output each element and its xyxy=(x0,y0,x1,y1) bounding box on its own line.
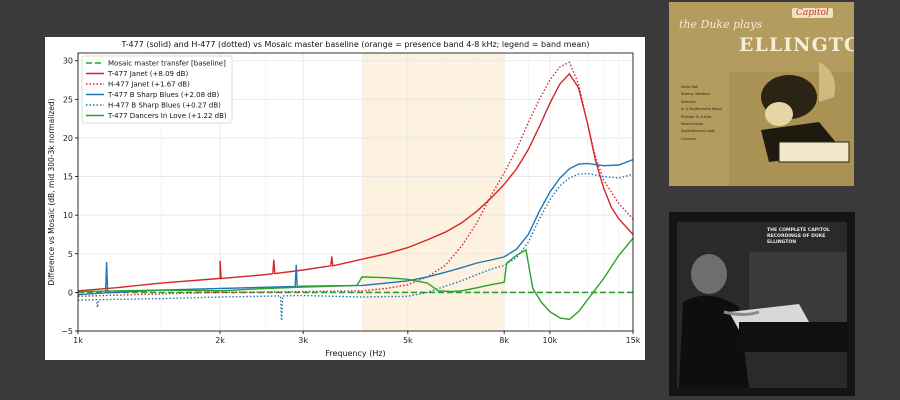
x-tick-label: 3k xyxy=(298,336,308,345)
series-line xyxy=(77,172,634,321)
cover-2-photo xyxy=(669,212,855,396)
cover-1-track-list: Satin Doll Stormy Weather Solitude In A … xyxy=(681,84,726,143)
x-tick-label: 5k xyxy=(403,336,413,345)
track-item: Prelude To A Kiss xyxy=(681,114,712,119)
y-tick-label: −5 xyxy=(61,327,73,336)
x-tick-label: 8k xyxy=(499,336,509,345)
track-item: Satin Doll xyxy=(681,85,699,89)
y-tick-label: 20 xyxy=(63,134,73,143)
track-item: Caravan xyxy=(681,136,696,141)
cover-1-script-title: the Duke plays xyxy=(679,18,763,31)
x-axis-label: Frequency (Hz) xyxy=(325,349,385,358)
capitol-logo: Capitol xyxy=(792,8,833,18)
frequency-response-chart: 1k 2k 3k 5k 8k 10k 15k −5 0 5 10 15 20 25 30 T-477 (sol… xyxy=(47,40,641,358)
y-axis-label: Difference vs Mosaic (dB, mid 300-3k nor… xyxy=(47,98,56,285)
x-tick-label: 15k xyxy=(626,336,641,345)
cover-2-title: THE COMPLETE CAPITOL RECORDINGS OF DUKE … xyxy=(767,228,830,245)
album-cover-duke-plays-ellington: Capitol the Duke plays ELLINGTON Satin D… xyxy=(669,2,854,186)
legend-entry: H-477 B Sharp Blues (+0.27 dB) xyxy=(108,102,221,110)
legend-entry: T-477 Janet (+8.09 dB) xyxy=(107,70,188,78)
y-tick-label: 10 xyxy=(63,211,73,220)
x-tick-label: 2k xyxy=(215,336,225,345)
plot-frame xyxy=(77,52,634,332)
legend-entry: T-477 B Sharp Blues (+2.08 dB) xyxy=(107,91,220,99)
cover-1-big-title: ELLINGTON xyxy=(739,34,854,56)
series-line xyxy=(77,72,634,292)
y-tick-label: 5 xyxy=(68,250,73,259)
legend-box xyxy=(81,55,233,124)
chart-title: T-477 (solid) and H-477 (dotted) vs Mosa… xyxy=(121,40,590,49)
track-item: In A Sentimental Mood xyxy=(681,107,722,112)
x-tick-label: 1k xyxy=(73,336,83,345)
legend-entry: H-477 Janet (+1.67 dB) xyxy=(108,81,190,89)
y-tick-label: 30 xyxy=(63,57,73,66)
chart-panel: 1k 2k 3k 5k 8k 10k 15k −5 0 5 10 15 20 25 30 T-477 (sol… xyxy=(45,37,645,360)
legend-entry: Mosaic master transfer [baseline] xyxy=(108,60,226,68)
legend-entry: T-477 Dancers In Love (+1.22 dB) xyxy=(107,112,227,120)
album-cover-complete-capitol-recordings: THE COMPLETE CAPITOL RECORDINGS OF DUKE … xyxy=(669,212,855,396)
y-tick-label: 15 xyxy=(63,173,73,182)
cover-1-illustration xyxy=(669,2,854,186)
x-tick-label: 10k xyxy=(542,336,557,345)
track-item: Mood Indigo xyxy=(681,122,704,127)
track-item: Solitude xyxy=(681,99,696,104)
series-line xyxy=(77,237,634,321)
series-line xyxy=(77,61,634,297)
y-tick-label: 0 xyxy=(68,288,73,297)
track-item: Stormy Weather xyxy=(681,92,711,97)
track-item: Sophisticated Lady xyxy=(681,129,716,134)
y-tick-label: 25 xyxy=(63,95,73,104)
